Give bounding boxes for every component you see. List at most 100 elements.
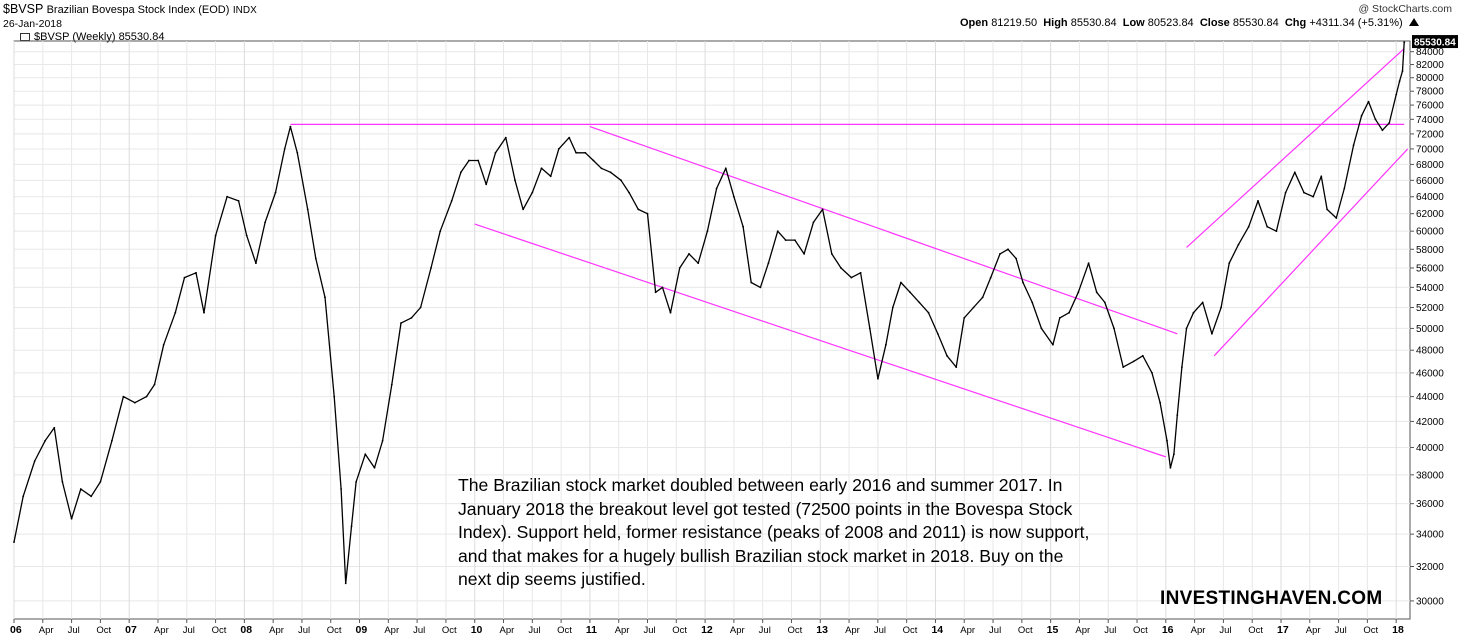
x-axis: 06 Apr Jul Oct 07 Apr Jul Oct 08 Apr Jul Oct 09 Apr Ju… (10, 619, 1404, 636)
y-tick-label: 64000 (1416, 192, 1444, 203)
data-point (1058, 317, 1061, 319)
x-tick-label: Oct (1133, 625, 1148, 636)
data-point (678, 267, 681, 269)
data-point (1176, 414, 1179, 416)
data-point (661, 286, 664, 289)
y-tick-label: 78000 (1416, 87, 1444, 98)
data-point (750, 281, 753, 284)
data-point (1077, 291, 1080, 294)
chart-annotation: The Brazilian stock market doubled betwe… (458, 475, 1090, 589)
data-point (803, 253, 805, 255)
data-point (44, 439, 46, 442)
data-point (33, 460, 36, 462)
data-point (70, 517, 73, 520)
x-tick-label: Jul (759, 625, 771, 636)
triangle-up-icon (1408, 18, 1419, 26)
y-tick-label: 32000 (1416, 562, 1444, 573)
high-value: 85530.84 (1070, 17, 1117, 29)
data-point (255, 262, 257, 265)
data-point (885, 343, 887, 346)
last-price-tag-bg (1412, 35, 1458, 49)
y-tick-label: 58000 (1416, 245, 1444, 256)
x-tick-label: Apr (1306, 625, 1321, 636)
y-grid (14, 51, 1410, 602)
data-point (963, 317, 966, 319)
data-point (355, 481, 357, 483)
data-point (226, 195, 229, 198)
y-tick-label: 38000 (1416, 470, 1444, 481)
data-point (1352, 144, 1355, 147)
data-point (264, 221, 266, 224)
data-point (830, 253, 833, 255)
data-point (410, 317, 413, 319)
data-point (1151, 372, 1153, 374)
data-point (1326, 208, 1328, 211)
data-point (900, 281, 902, 284)
data-point (877, 377, 879, 380)
x-tick-label: Jul (183, 625, 195, 636)
ohlc-readout: Open 81219.50 High 85530.84 Low 80523.84… (960, 17, 1419, 29)
y-tick-label: 46000 (1416, 368, 1444, 379)
data-point (324, 296, 326, 299)
data-point (989, 276, 992, 279)
data-point (1015, 257, 1017, 260)
y-tick-label: 52000 (1416, 303, 1444, 314)
data-point (1266, 225, 1269, 228)
data-point (821, 208, 824, 211)
data-point (859, 271, 862, 274)
y-tick-label: 74000 (1416, 115, 1444, 126)
y-tick-label: 76000 (1416, 101, 1444, 112)
data-point (1403, 41, 1406, 43)
data-point (1275, 230, 1278, 233)
x-grid (13, 41, 1397, 619)
data-point (654, 291, 657, 294)
x-tick-label: 14 (931, 624, 943, 636)
data-point (1343, 187, 1346, 190)
data-point (1052, 343, 1054, 346)
x-tick-label: Jul (643, 625, 655, 636)
data-point (1381, 129, 1384, 132)
y-tick-label: 30000 (1416, 596, 1444, 607)
data-point (203, 311, 205, 314)
x-tick-label: Apr (960, 625, 975, 636)
data-point (1395, 93, 1398, 96)
trendlines (290, 48, 1409, 458)
data-point (1388, 122, 1391, 124)
data-point (373, 466, 376, 469)
x-tick-label: Apr (845, 625, 860, 636)
data-point (812, 221, 815, 224)
data-point (759, 286, 762, 289)
x-tick-label: Jul (413, 625, 425, 636)
data-point (183, 276, 186, 279)
data-point (1398, 80, 1401, 82)
data-point (531, 191, 534, 194)
data-point (90, 495, 93, 498)
data-point (522, 208, 524, 211)
x-tick-label: Apr (500, 625, 515, 636)
data-point (981, 296, 984, 299)
data-point (946, 354, 948, 357)
y-axis: 30000 32000 34000 36000 38000 40000 42000 44000… (1410, 47, 1444, 607)
data-point (620, 179, 622, 182)
last-price-tag: 85530.84 (1412, 35, 1458, 49)
data-point (122, 395, 125, 398)
x-tick-label: Apr (615, 625, 630, 636)
data-point (1211, 332, 1213, 335)
trendline (1213, 148, 1409, 357)
x-tick-label: Oct (96, 625, 111, 636)
data-point (296, 151, 299, 154)
data-point (1401, 70, 1404, 72)
exchange: INDX (232, 5, 257, 16)
data-point (1132, 360, 1135, 363)
data-point (61, 481, 64, 483)
data-point (927, 311, 930, 314)
data-point (1192, 311, 1195, 314)
x-tick-label: Apr (384, 625, 399, 636)
x-tick-label: 17 (1277, 624, 1289, 636)
data-point (214, 234, 217, 237)
data-point (733, 195, 735, 198)
data-point (1367, 100, 1370, 103)
data-point (477, 159, 480, 162)
data-point (1040, 327, 1043, 330)
data-point (344, 582, 347, 585)
